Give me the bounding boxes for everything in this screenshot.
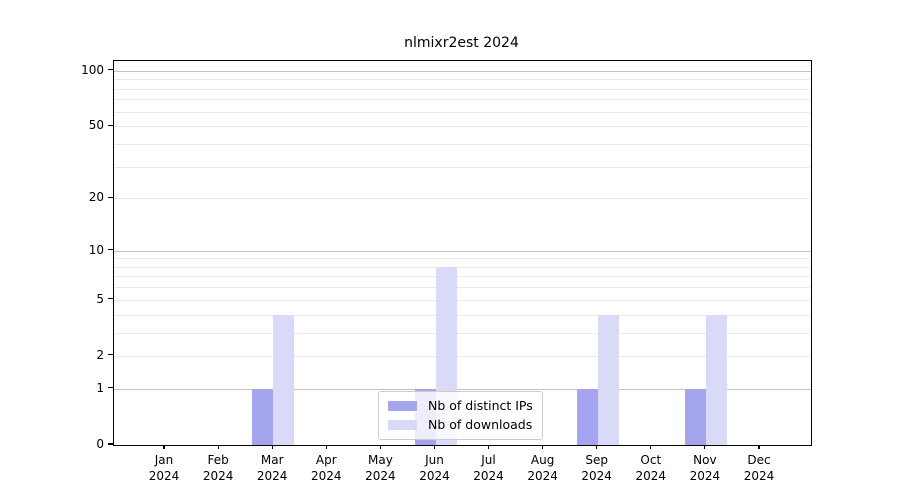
legend-swatch-distinct-ips xyxy=(388,400,417,411)
x-tick-label: Feb 2024 xyxy=(202,453,234,483)
legend: Nb of distinct IPs Nb of downloads xyxy=(378,391,543,440)
minor-gridline xyxy=(114,143,811,145)
x-tick-label: Dec 2024 xyxy=(743,453,775,483)
x-tick-label: Jan 2024 xyxy=(148,453,180,483)
bar-downloads xyxy=(273,314,295,445)
y-tick-mark xyxy=(108,69,113,71)
x-tick-label: Jun 2024 xyxy=(419,453,450,483)
bar-downloads xyxy=(705,314,727,445)
minor-gridline xyxy=(114,276,811,278)
y-tick-label: 10 xyxy=(88,242,104,257)
y-tick-mark xyxy=(108,196,113,198)
y-tick-label: 2 xyxy=(96,347,104,362)
y-tick-mark xyxy=(108,354,113,356)
x-tick-label: Mar 2024 xyxy=(256,453,288,483)
x-tick-mark xyxy=(650,445,652,449)
x-tick-mark xyxy=(217,445,219,449)
minor-gridline xyxy=(114,79,811,81)
x-tick-mark xyxy=(758,445,760,449)
y-tick-mark xyxy=(108,443,113,445)
x-tick-mark xyxy=(433,445,436,449)
x-tick-label: May 2024 xyxy=(365,453,396,483)
minor-gridline xyxy=(114,332,811,334)
major-gridline xyxy=(114,70,811,72)
bar-distinct-ips xyxy=(684,388,706,445)
bar-distinct-ips xyxy=(576,388,598,445)
legend-row-distinct-ips: Nb of distinct IPs xyxy=(388,396,533,415)
x-tick-label: Aug 2024 xyxy=(527,453,558,483)
minor-gridline xyxy=(114,198,811,200)
x-tick-mark xyxy=(379,445,381,449)
minor-gridline xyxy=(114,299,811,301)
legend-label-distinct-ips: Nb of distinct IPs xyxy=(428,398,533,413)
minor-gridline xyxy=(114,126,811,128)
plot-area xyxy=(113,60,812,446)
y-tick-mark xyxy=(108,124,113,126)
y-tick-label: 20 xyxy=(88,190,104,205)
x-tick-label: Apr 2024 xyxy=(311,453,342,483)
legend-swatch-downloads xyxy=(388,419,417,430)
minor-gridline xyxy=(114,314,811,316)
x-tick-mark xyxy=(325,445,327,449)
x-tick-mark xyxy=(163,445,165,449)
y-tick-mark xyxy=(108,387,113,389)
minor-gridline xyxy=(114,99,811,101)
legend-label-downloads: Nb of downloads xyxy=(428,417,533,432)
legend-row-downloads: Nb of downloads xyxy=(388,415,533,434)
y-tick-label: 50 xyxy=(88,118,104,133)
y-tick-label: 0 xyxy=(96,437,104,451)
bar-distinct-ips xyxy=(252,388,274,445)
x-tick-label: Nov 2024 xyxy=(689,453,721,483)
x-tick-label: Jul 2024 xyxy=(473,453,504,483)
minor-gridline xyxy=(114,88,811,90)
x-tick-mark xyxy=(271,445,273,449)
x-tick-mark xyxy=(487,445,490,449)
minor-gridline xyxy=(114,266,811,268)
minor-gridline xyxy=(114,287,811,289)
x-tick-label: Oct 2024 xyxy=(635,453,667,483)
y-tick-mark xyxy=(108,298,113,300)
y-tick-label: 1 xyxy=(96,380,104,395)
y-tick-label: 100 xyxy=(81,62,104,77)
minor-gridline xyxy=(114,355,811,357)
x-tick-label: Sep 2024 xyxy=(581,453,612,483)
y-tick-mark xyxy=(108,249,113,251)
major-gridline xyxy=(114,250,811,252)
x-tick-mark xyxy=(596,445,598,449)
minor-gridline xyxy=(114,166,811,168)
bar-downloads xyxy=(597,314,619,445)
minor-gridline xyxy=(114,111,811,113)
minor-gridline xyxy=(114,258,811,260)
chart-title: nlmixr2est 2024 xyxy=(404,35,519,51)
x-tick-mark xyxy=(542,445,544,449)
y-tick-label: 5 xyxy=(96,291,104,306)
x-tick-mark xyxy=(704,445,706,449)
major-gridline xyxy=(114,388,811,390)
